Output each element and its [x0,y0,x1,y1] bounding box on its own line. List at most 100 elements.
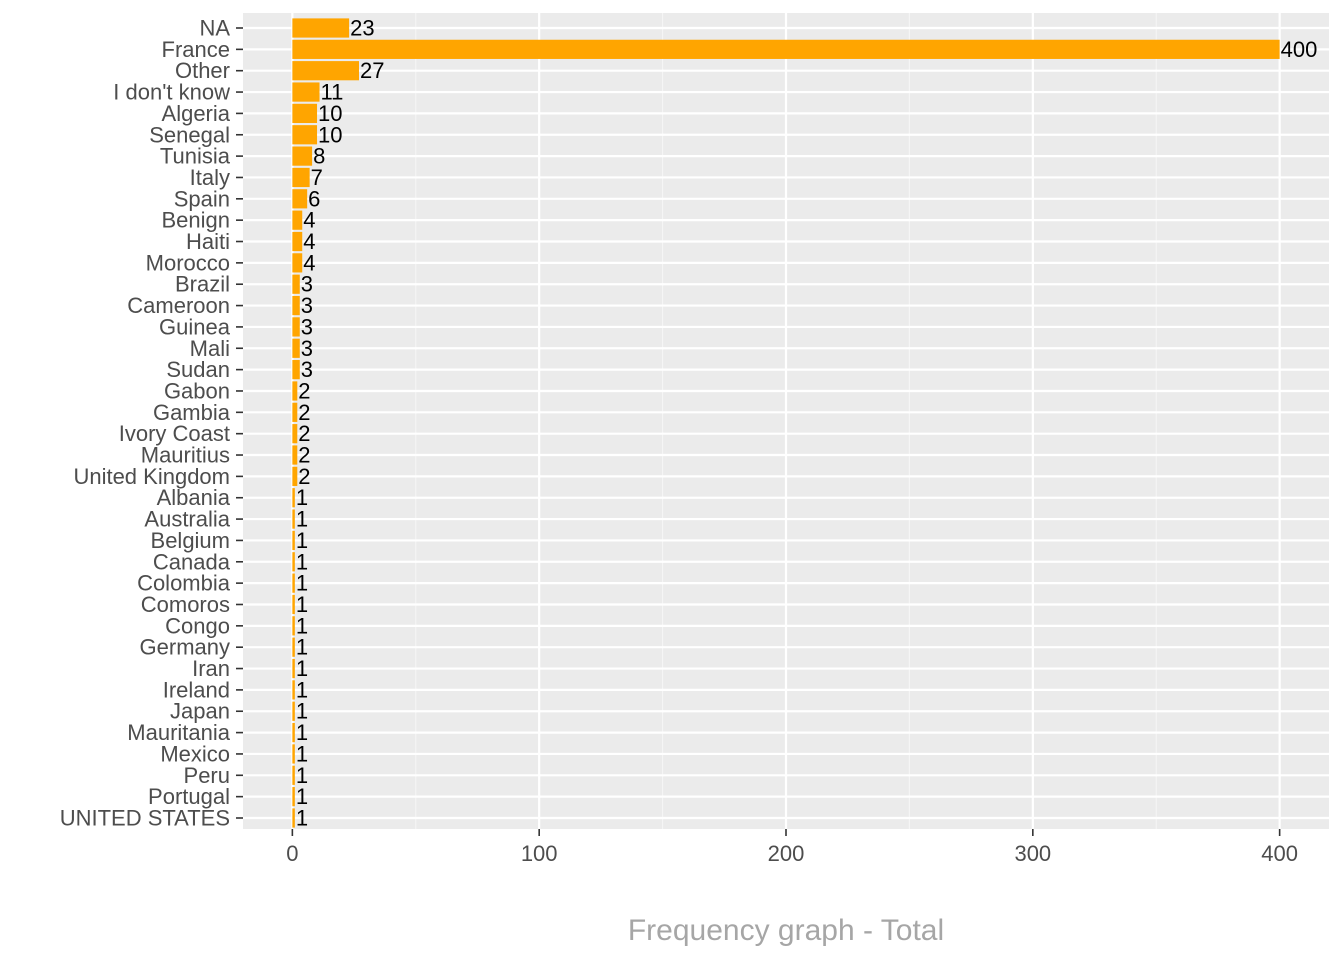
y-tick-label: Italy [190,165,230,190]
y-tick-label: Comoros [141,592,230,617]
y-tick-label: Iran [192,656,230,681]
y-tick-label: Japan [170,699,230,724]
bar [292,82,320,102]
data-label: 3 [301,336,313,361]
bar [292,658,295,679]
y-tick-label: Germany [140,635,230,660]
bars-group [292,18,1280,828]
y-tick-label: Albania [157,485,231,510]
bar [292,381,298,401]
bar [292,253,303,273]
bar [292,488,295,508]
data-label: 7 [311,165,323,190]
y-tick-label: Mauritania [127,720,230,745]
y-tick-label: United Kingdom [73,464,230,489]
bar [292,509,295,529]
data-label: 1 [296,592,308,617]
bar [292,360,300,380]
y-tick-label: NA [199,16,230,41]
bar [292,552,295,572]
data-label: 10 [318,101,342,126]
bar [292,680,295,700]
bar [292,594,295,615]
y-tick-label: Senegal [149,122,230,147]
data-labels-group: 2340027111010876444333332222211111111111… [296,16,1318,831]
bar [292,424,298,444]
bar [292,18,350,38]
bar [292,39,1280,59]
minor-gridlines [415,13,1157,829]
y-tick-label: Mauritius [141,443,230,468]
x-axis-title: Frequency graph - Total [628,914,944,947]
data-label: 1 [296,549,308,574]
bar [292,103,318,124]
y-tick-label: Belgium [151,528,230,553]
y-tick-label: Peru [184,763,230,788]
y-tick-label: France [162,37,230,62]
y-tick-label: Ireland [163,677,230,702]
data-label: 1 [296,784,308,809]
data-label: 2 [298,421,310,446]
data-label: 2 [298,443,310,468]
bar [292,637,295,657]
bar [292,701,295,721]
data-label: 1 [296,806,308,831]
y-tick-label: Haiti [186,229,230,254]
y-tick-label: Other [175,58,230,83]
bar [292,573,295,593]
data-label: 3 [301,314,313,339]
bar [292,466,298,486]
y-tick-label: Algeria [162,101,231,126]
data-label: 1 [296,635,308,660]
y-tick-label: Portugal [148,784,230,809]
data-label: 2 [298,464,310,489]
data-label: 8 [313,144,325,169]
data-label: 400 [1281,37,1318,62]
bar [292,167,310,188]
bar [292,616,295,636]
bar [292,61,360,81]
x-tick-label: 0 [286,841,298,866]
bar [292,722,295,743]
data-label: 27 [360,58,384,83]
data-label: 2 [298,378,310,403]
data-label: 1 [296,656,308,681]
x-tick-label: 200 [768,841,805,866]
bar [292,125,318,145]
y-tick-label: Sudan [166,357,230,382]
bar [292,231,303,252]
bar [292,317,300,337]
bar [292,295,300,316]
data-label: 23 [350,16,374,41]
bar [292,402,298,422]
y-tick-label: UNITED STATES [60,806,230,831]
y-tick-label: Ivory Coast [119,421,230,446]
x-axis: 0 100 200 300 400 [286,829,1298,866]
data-label: 3 [301,293,313,318]
y-tick-label: Brazil [175,272,230,297]
bar [292,274,300,294]
x-tick-label: 300 [1014,841,1051,866]
data-label: 2 [298,400,310,425]
data-label: 1 [296,741,308,766]
data-label: 3 [301,272,313,297]
data-label: 11 [321,80,344,105]
y-tick-label: Gambia [153,400,231,425]
bar [292,210,303,230]
data-label: 1 [296,485,308,510]
y-tick-label: Australia [144,507,230,532]
y-tick-label: Tunisia [160,144,231,169]
data-label: 1 [296,677,308,702]
y-tick-label: I don't know [113,80,230,105]
data-label: 3 [301,357,313,382]
bar [292,445,298,465]
data-label: 4 [303,229,315,254]
bar [292,787,295,807]
data-label: 1 [296,528,308,553]
data-label: 1 [296,571,308,596]
bar [292,808,295,828]
x-tick-label: 100 [521,841,558,866]
